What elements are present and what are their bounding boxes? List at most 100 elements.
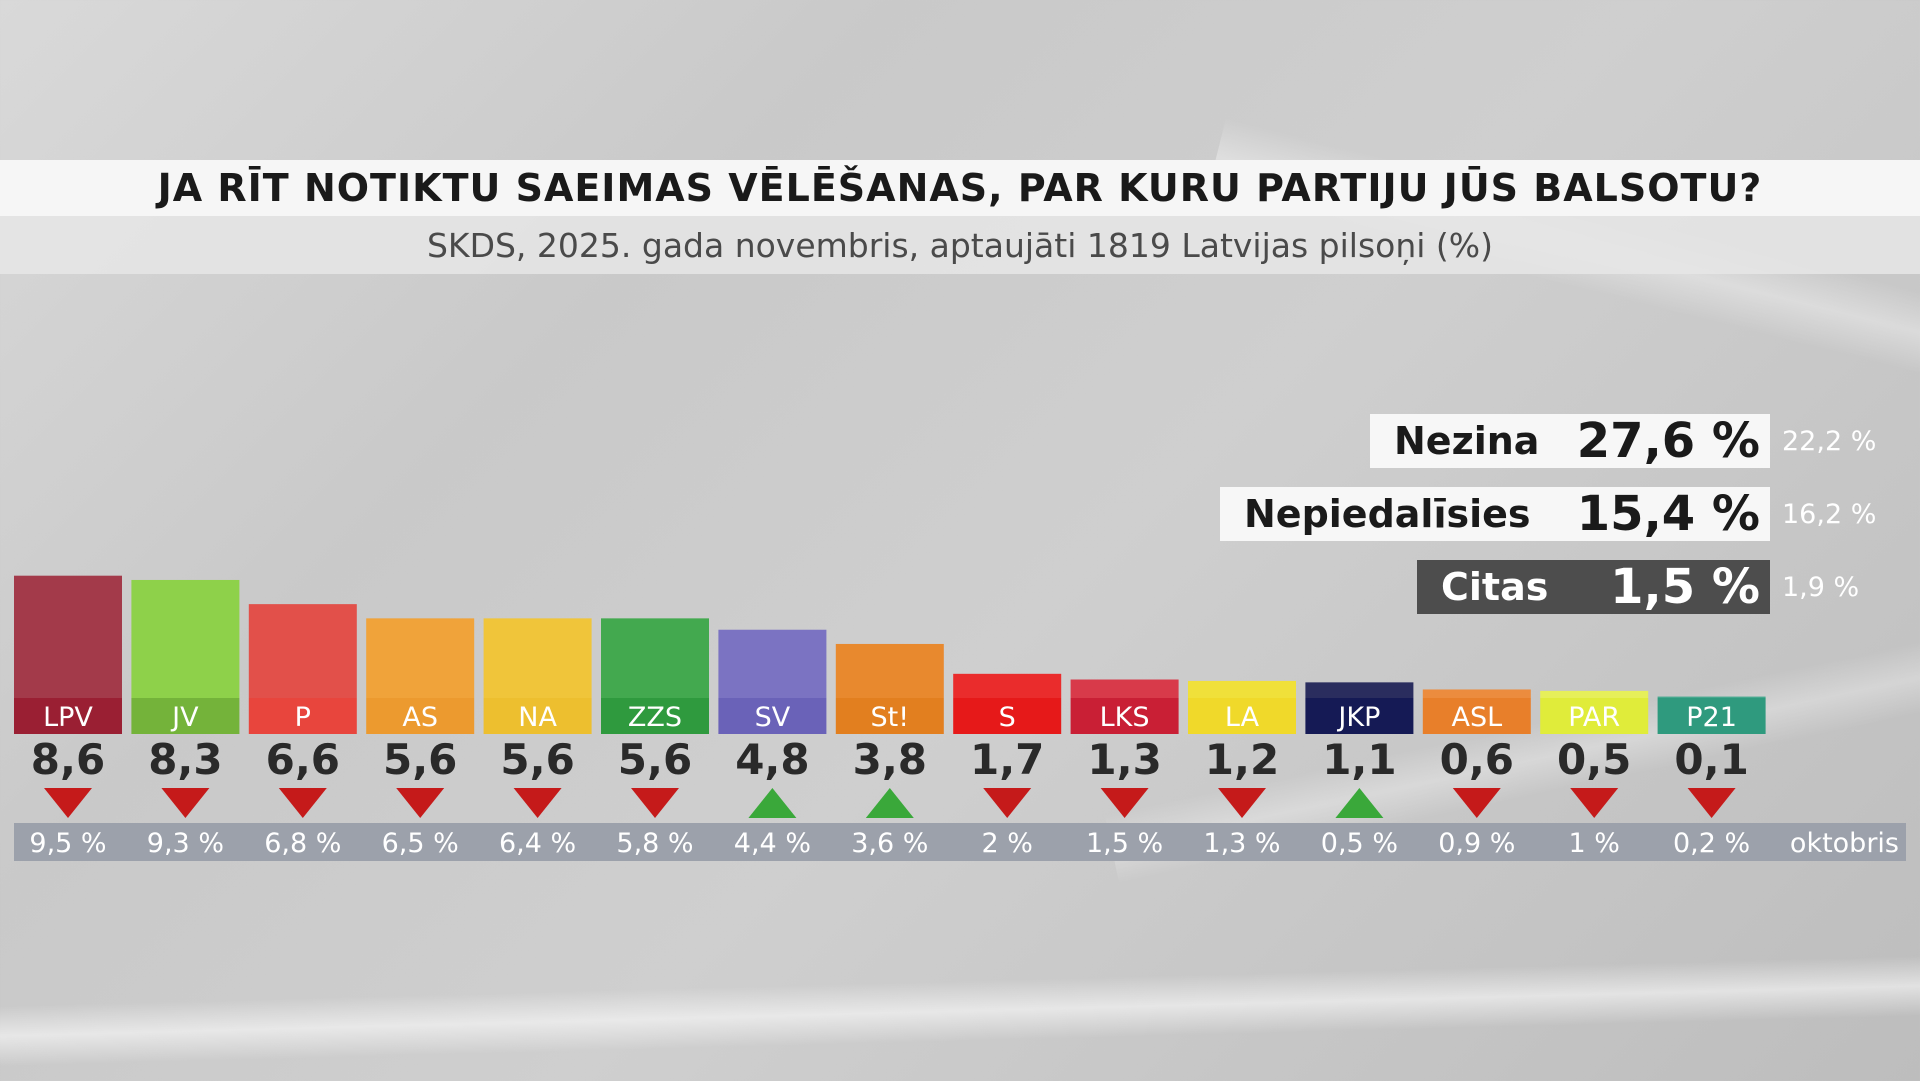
side-stat-label: Nepiedalīsies [1244, 492, 1531, 536]
value-label: 4,8 [735, 735, 809, 784]
bar-label-strip [1422, 698, 1531, 734]
side-stat-value: 27,6 % [1576, 413, 1760, 469]
bar-JV [131, 579, 240, 698]
bar-label-strip [248, 698, 357, 734]
value-label: 6,6 [266, 735, 340, 784]
previous-value-label: 2 % [981, 828, 1032, 859]
category-label: P21 [1686, 702, 1737, 733]
category-label: St! [871, 702, 910, 733]
value-label: 8,3 [148, 735, 222, 784]
chart-subtitle: SKDS, 2025. gada novembris, aptaujāti 18… [426, 225, 1494, 265]
bar-JKP [1305, 682, 1414, 698]
bar-ZZS [601, 618, 709, 698]
previous-value-label: 5,8 % [616, 828, 693, 859]
trend-down-arrow-icon [1100, 788, 1149, 818]
side-stat-nezina: Nezina 27,6 % 22,2 % [1370, 413, 1877, 469]
value-label: 8,6 [31, 735, 105, 784]
previous-period-label: oktobris [1790, 828, 1899, 859]
bar-label-strip [1657, 698, 1766, 734]
category-label: JKP [1336, 702, 1380, 733]
category-label: LA [1225, 702, 1260, 733]
side-stat-previous: 22,2 % [1782, 425, 1877, 457]
value-label: 5,6 [618, 735, 692, 784]
side-stat-value: 1,5 % [1610, 559, 1760, 615]
bar-label-strip [1305, 698, 1414, 734]
bar-ASL [1422, 689, 1531, 698]
value-label: 0,5 [1557, 735, 1631, 784]
value-label: 0,6 [1440, 735, 1514, 784]
bar-label-strip [835, 698, 944, 734]
value-label: 1,7 [970, 735, 1044, 784]
category-label: ZZS [628, 702, 682, 733]
side-stat-label: Citas [1441, 565, 1549, 609]
previous-value-label: 1,3 % [1203, 828, 1280, 859]
side-stat-previous: 16,2 % [1782, 498, 1877, 530]
bar-PAR [1540, 690, 1649, 698]
trend-up-arrow-icon [748, 788, 797, 818]
side-stat-previous: 1,9 % [1782, 571, 1860, 603]
bar-label-strip [953, 698, 1062, 734]
previous-value-label: 0,2 % [1673, 828, 1750, 859]
trend-down-arrow-icon [44, 788, 92, 818]
bar-LPV [14, 575, 122, 698]
subtitle-bar: SKDS, 2025. gada novembris, aptaujāti 18… [0, 216, 1920, 274]
value-label: 1,3 [1087, 735, 1161, 784]
trend-down-arrow-icon [1687, 788, 1736, 818]
previous-value-label: 4,4 % [734, 828, 811, 859]
bar-AS [366, 618, 475, 698]
trend-down-arrow-icon [1452, 788, 1501, 818]
bar-label-strip [1070, 698, 1179, 734]
previous-value-label: 6,5 % [382, 828, 459, 859]
bar-label-strip [14, 698, 122, 734]
bar-NA [483, 618, 592, 698]
bar-label-strip [483, 698, 592, 734]
side-stat-box: Citas 1,5 % [1417, 559, 1770, 615]
category-label: LKS [1100, 702, 1150, 733]
side-stat-citas: Citas 1,5 % 1,9 % [1417, 559, 1860, 615]
value-label: 5,6 [383, 735, 457, 784]
trend-down-arrow-icon [1218, 788, 1266, 818]
previous-values-strip [14, 823, 1906, 861]
category-label: ASL [1451, 702, 1502, 733]
category-label: JV [170, 702, 199, 733]
bar-P [248, 604, 357, 698]
bar-label-strip [366, 698, 475, 734]
bar-P21 [1657, 696, 1766, 698]
trend-down-arrow-icon [631, 788, 679, 818]
trend-up-arrow-icon [1335, 788, 1384, 818]
bar-St! [835, 643, 944, 698]
category-label: SV [755, 702, 791, 733]
value-label: 1,1 [1322, 735, 1396, 784]
bar-label-strip [1540, 698, 1649, 734]
bar-label-strip [131, 698, 240, 734]
trend-down-arrow-icon [983, 788, 1032, 818]
category-label: NA [518, 702, 557, 733]
trend-down-arrow-icon [1570, 788, 1619, 818]
bar-SV [718, 629, 827, 698]
previous-value-label: 6,8 % [264, 828, 341, 859]
bar-LKS [1070, 679, 1179, 698]
previous-value-label: 3,6 % [851, 828, 928, 859]
value-label: 0,1 [1674, 735, 1748, 784]
bar-label-strip [1188, 698, 1296, 734]
bar-S [953, 673, 1062, 698]
trend-down-arrow-icon [278, 788, 327, 818]
previous-value-label: 1 % [1568, 828, 1619, 859]
side-stat-box: Nezina 27,6 % [1370, 413, 1770, 469]
bar-label-strip [718, 698, 827, 734]
category-label: PAR [1568, 702, 1620, 733]
previous-value-label: 6,4 % [499, 828, 576, 859]
chart-title: JA RĪT NOTIKTU SAEIMAS VĒLĒŠANAS, PAR KU… [157, 166, 1763, 210]
previous-value-label: 9,5 % [29, 828, 106, 859]
previous-value-label: 0,5 % [1321, 828, 1398, 859]
category-label: LPV [43, 702, 93, 733]
bar-label-strip [601, 698, 709, 734]
side-stat-value: 15,4 % [1576, 486, 1760, 542]
category-label: S [999, 702, 1016, 733]
trend-down-arrow-icon [396, 788, 445, 818]
title-bar: JA RĪT NOTIKTU SAEIMAS VĒLĒŠANAS, PAR KU… [0, 160, 1920, 216]
previous-value-label: 1,5 % [1086, 828, 1163, 859]
side-stat-box: Nepiedalīsies 15,4 % [1220, 486, 1770, 542]
previous-value-label: 0,9 % [1438, 828, 1515, 859]
